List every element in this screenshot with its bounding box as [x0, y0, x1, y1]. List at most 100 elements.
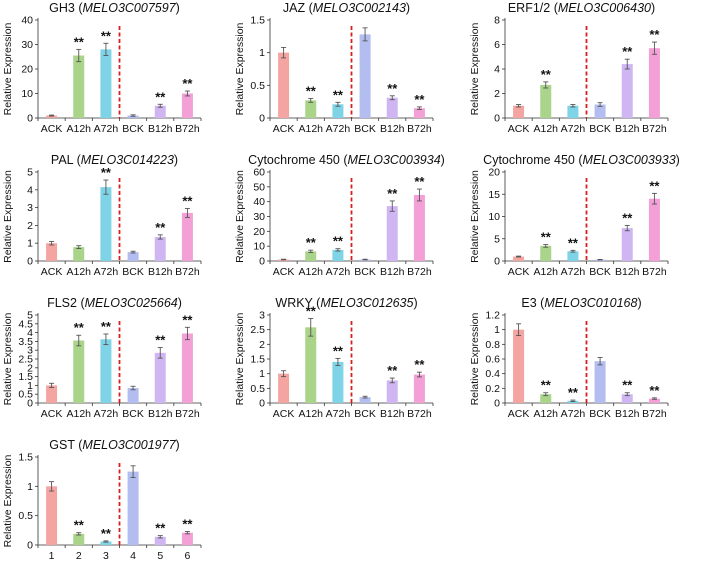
bar-A12h	[305, 327, 317, 403]
x-tick-label: B72h	[175, 408, 200, 420]
x-tick-label: ACK	[273, 408, 295, 420]
y-tick-label: 3	[27, 345, 33, 357]
chart-title: ERF1/2 (MELO3C006430)	[508, 1, 655, 15]
y-axis-label: Relative Expression	[469, 22, 481, 115]
bar-B72h	[648, 48, 660, 118]
significance-mark: **	[568, 385, 579, 400]
bar-ACK	[46, 115, 58, 118]
x-tick-label: A72h	[94, 266, 119, 278]
y-tick-label: 2	[27, 220, 33, 232]
y-axis-label: Relative Expression	[469, 170, 481, 263]
x-tick-label: 4	[130, 550, 136, 562]
bar-5	[154, 536, 166, 545]
bar-A72h	[332, 361, 344, 403]
chart-title-id: MELO3C002143	[313, 1, 406, 15]
bar-B12h	[154, 105, 166, 118]
y-tick-label: 0.6	[485, 354, 500, 366]
x-tick-label: B12h	[615, 266, 640, 278]
significance-mark: **	[414, 174, 425, 189]
y-tick-label: 0	[27, 398, 33, 410]
y-tick-label: 1.5	[18, 371, 33, 383]
y-tick-label: 50	[253, 181, 265, 193]
chart-panel-2: JAZ (MELO3C002143) Relative Expression 0 0.…	[234, 1, 434, 135]
y-tick-label: 0	[494, 398, 500, 410]
bar-ACK	[46, 385, 58, 403]
bar-B12h	[621, 64, 633, 118]
y-tick-label: 20	[488, 167, 500, 179]
chart-title-gene: FLS2 (	[47, 296, 85, 310]
chart-title-gene: Cytochrome 450 (	[483, 153, 583, 167]
bar-A72h	[100, 339, 112, 403]
chart-title-id: MELO3C025664	[85, 296, 178, 310]
significance-mark: **	[541, 67, 552, 82]
significance-mark: **	[414, 92, 425, 107]
x-tick-label: BCK	[122, 408, 144, 420]
chart-title-id: MELO3C007597	[83, 1, 177, 15]
significance-mark: **	[155, 333, 166, 348]
x-tick-label: B72h	[407, 408, 432, 420]
bar-A12h	[540, 394, 552, 403]
bar-2	[73, 533, 85, 545]
chart-panel-9: E3 (MELO3C010168) Relative Expression 0 0.2…	[469, 296, 669, 420]
chart-panel-4: PAL (MELO3C014223) Relative Expression 0 1 2…	[2, 153, 202, 278]
chart-title: PAL (MELO3C014223)	[51, 153, 178, 167]
significance-mark: **	[333, 87, 344, 102]
bar-B72h	[648, 198, 660, 261]
bar-B72h	[181, 93, 193, 118]
x-tick-label: 1	[49, 550, 55, 562]
significance-mark: **	[306, 304, 317, 319]
x-tick-label: B72h	[642, 266, 667, 278]
y-tick-label: 4.5	[18, 318, 33, 330]
bar-A12h	[305, 251, 317, 261]
bar-A72h	[567, 251, 579, 261]
x-tick-label: A72h	[326, 123, 351, 135]
bar-A72h	[332, 249, 344, 261]
chart-title: GST (MELO3C001977)	[49, 438, 179, 452]
significance-mark: **	[155, 521, 166, 536]
significance-mark: **	[387, 81, 398, 96]
y-tick-label: 10	[488, 211, 500, 223]
bar-B72h	[413, 108, 425, 118]
significance-mark: **	[649, 27, 660, 42]
chart-title-id: MELO3C012635	[320, 296, 413, 310]
y-tick-label: 1.5	[250, 354, 265, 366]
bar-A12h	[73, 340, 85, 403]
chart-panel-1: GH3 (MELO3C007597) Relative Expression 0 10…	[2, 1, 202, 135]
bar-A12h	[73, 55, 85, 118]
chart-title: JAZ (MELO3C002143)	[283, 1, 410, 15]
y-tick-label: 40	[253, 196, 265, 208]
y-tick-label: 1	[27, 481, 33, 493]
y-tick-label: 0.5	[250, 383, 265, 395]
x-tick-label: B12h	[380, 123, 405, 135]
bar-B12h	[154, 352, 166, 403]
chart-panel-10: GST (MELO3C001977) Relative Expression 0 0.…	[2, 438, 202, 562]
x-tick-label: B12h	[615, 123, 640, 135]
y-axis-label: Relative Expression	[2, 22, 14, 115]
y-tick-label: 60	[253, 167, 265, 179]
chart-title-id: MELO3C001977	[82, 438, 176, 452]
y-tick-label: 0	[259, 113, 265, 125]
x-tick-label: 2	[76, 550, 82, 562]
x-tick-label: B12h	[148, 408, 173, 420]
chart-title-gene: E3 (	[521, 296, 545, 310]
y-axis-label: Relative Expression	[234, 170, 246, 263]
x-tick-label: B12h	[380, 408, 405, 420]
significance-mark: **	[306, 83, 317, 98]
significance-mark: **	[101, 526, 112, 541]
bar-ACK	[513, 329, 525, 403]
y-tick-label: 0	[259, 398, 265, 410]
bar-A72h	[567, 105, 579, 118]
x-tick-label: A72h	[561, 266, 586, 278]
significance-mark: **	[649, 178, 660, 193]
x-tick-label: ACK	[508, 123, 530, 135]
significance-mark: **	[306, 235, 317, 250]
bar-A12h	[540, 245, 552, 261]
bar-B12h	[621, 394, 633, 403]
y-tick-label: 0	[27, 113, 33, 125]
significance-mark: **	[155, 220, 166, 235]
significance-mark: **	[414, 357, 425, 372]
x-tick-label: A72h	[94, 123, 119, 135]
y-tick-label: 3	[259, 310, 265, 322]
y-tick-label: 15	[488, 189, 500, 201]
